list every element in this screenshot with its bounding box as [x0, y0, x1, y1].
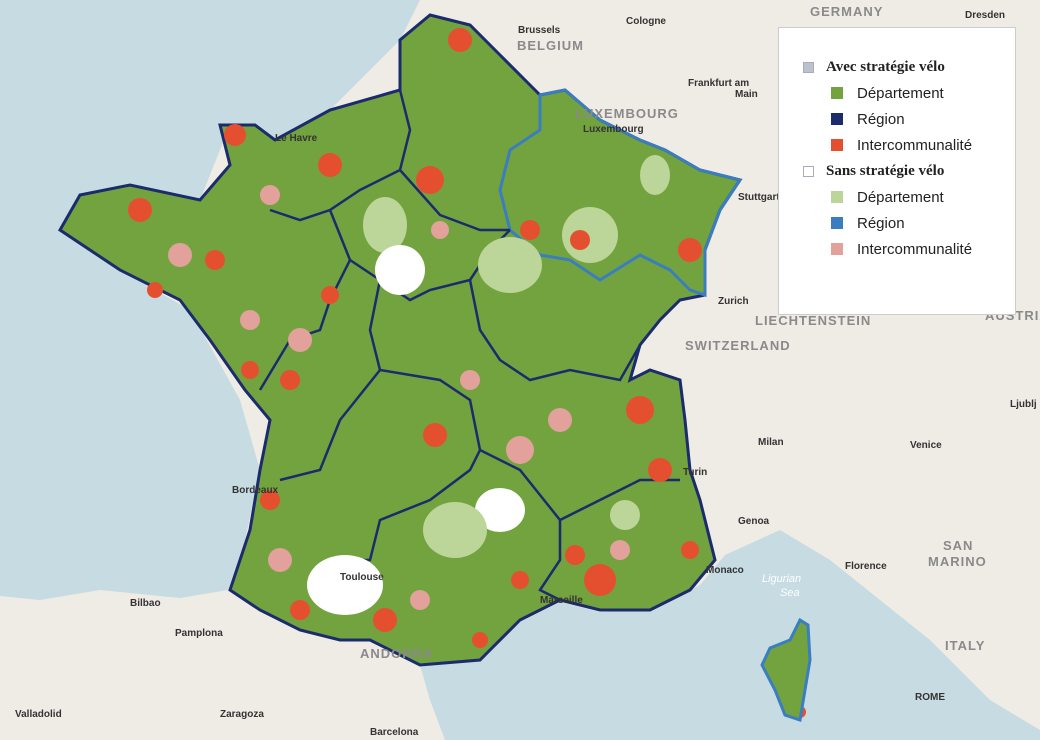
legend-swatch — [831, 113, 843, 125]
city-label: Valladolid — [15, 709, 62, 720]
mediterranean-sea — [420, 530, 1040, 740]
city-label: Main — [735, 89, 758, 100]
city-label: Toulouse — [340, 572, 384, 583]
departments-without-strategy — [307, 155, 670, 615]
legend-group-marker — [803, 165, 814, 177]
country-label: LUXEMBOURG — [575, 106, 679, 121]
city-label: Bilbao — [130, 598, 161, 609]
country-label: GERMANY — [810, 4, 883, 19]
sea-label: Ligurian — [762, 573, 801, 585]
city-label: Luxembourg — [583, 124, 644, 135]
sea-label: Sea — [780, 587, 800, 599]
intercommunalities-without-strategy — [168, 185, 630, 610]
city-label: Le Havre — [275, 133, 318, 144]
city-label: Bordeaux — [232, 485, 279, 496]
grand-est-region — [498, 88, 743, 298]
legend-item: Région — [803, 106, 1015, 132]
legend-swatch — [831, 243, 843, 255]
legend-item: Région — [803, 210, 1015, 236]
city-label: ROME — [915, 692, 945, 703]
city-label: Genoa — [738, 516, 770, 527]
city-label: Ljublj — [1010, 399, 1037, 410]
city-label: Stuttgart — [738, 192, 780, 203]
city-label: Barcelona — [370, 727, 419, 738]
legend-swatch — [831, 139, 843, 151]
legend-swatch — [831, 191, 843, 203]
city-label: Marseille — [540, 595, 583, 606]
city-label: Florence — [845, 561, 887, 572]
city-label: Brussels — [518, 25, 561, 36]
legend-swatch — [831, 87, 843, 99]
legend-group-text: Avec stratégie vélo — [826, 58, 945, 75]
city-label: Monaco — [706, 565, 744, 576]
legend-label: Région — [857, 214, 905, 232]
legend-group-title: Sans stratégie vélo — [803, 158, 1015, 184]
country-label: ANDORRA — [360, 646, 433, 661]
legend-group-marker — [803, 61, 814, 73]
legend-swatch — [831, 217, 843, 229]
legend-label: Intercommunalité — [857, 240, 973, 258]
corsica — [760, 617, 812, 722]
city-label: Turin — [683, 467, 707, 478]
legend-label: Département — [857, 84, 944, 102]
intercommunalities — [128, 28, 806, 718]
country-label: LIECHTENSTEIN — [755, 313, 871, 328]
city-label: Cologne — [626, 16, 666, 27]
city-label: Venice — [910, 440, 942, 451]
legend-group-text: Sans stratégie vélo — [826, 162, 945, 179]
city-label: Zaragoza — [220, 709, 264, 720]
legend-item: Département — [803, 184, 1015, 210]
legend: Avec stratégie vélo Département Région Inte… — [778, 27, 1016, 315]
city-label: Milan — [758, 437, 784, 448]
country-label: ITALY — [945, 638, 985, 653]
atlantic-sea — [0, 0, 420, 600]
country-label: SWITZERLAND — [685, 338, 791, 353]
legend-item: Intercommunalité — [803, 132, 1015, 158]
legend-label: Département — [857, 188, 944, 206]
country-label: MARINO — [928, 554, 987, 569]
city-label: Dresden — [965, 10, 1005, 21]
country-label: SAN — [943, 538, 973, 553]
legend-group-title: Avec stratégie vélo — [803, 54, 1015, 80]
legend-label: Intercommunalité — [857, 136, 973, 154]
city-label: Zurich — [718, 296, 749, 307]
city-label: Pamplona — [175, 628, 223, 639]
legend-item: Intercommunalité — [803, 236, 1015, 262]
legend-label: Région — [857, 110, 905, 128]
legend-item: Département — [803, 80, 1015, 106]
city-label: Frankfurt am — [688, 78, 749, 89]
country-label: BELGIUM — [517, 38, 584, 53]
